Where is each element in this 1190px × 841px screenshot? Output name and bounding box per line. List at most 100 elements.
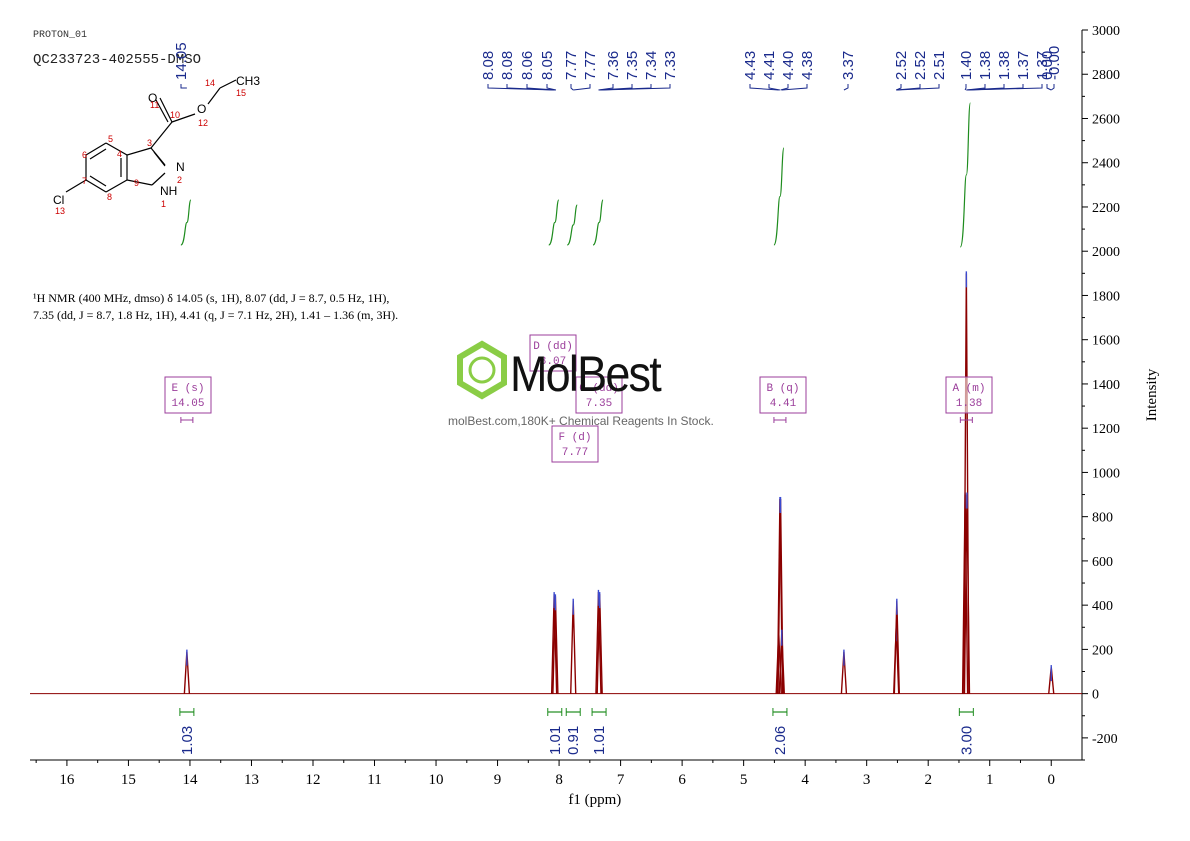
multiplet-label: F (d) [558, 432, 591, 444]
atom-label: NH [160, 184, 177, 198]
x-tick-label: 6 [678, 772, 686, 788]
atom-label: O [197, 102, 206, 116]
multiplet-box: E (s) 14.05 [164, 376, 212, 423]
x-tick-label: 15 [121, 772, 136, 788]
integral-value: 2.06 [772, 726, 789, 755]
peak-label-leader [843, 84, 849, 91]
atom-label: Cl [53, 193, 64, 207]
peak-label-leader [964, 84, 967, 91]
atom-number: 1 [161, 199, 166, 209]
integral-curve [773, 147, 785, 246]
atom-number: 12 [198, 118, 208, 128]
peak-shift-label: 7.77 [582, 51, 599, 80]
x-tick-label: 11 [367, 772, 381, 788]
peak-label-leader [506, 84, 555, 91]
peak-shift-label: 3.37 [840, 51, 857, 80]
atom-label: N [176, 160, 185, 174]
atom-number: 9 [134, 178, 139, 188]
atom-number: 2 [177, 175, 182, 185]
sample-name: QC233723-402555-DMSO [33, 52, 202, 68]
multiplet-shift: 7.35 [586, 398, 612, 410]
atom-number: 8 [107, 192, 112, 202]
x-tick-label: 10 [429, 772, 444, 788]
peak-label-leader [780, 84, 789, 91]
y-tick-label: 600 [1092, 555, 1113, 570]
y-tick-label: 1000 [1092, 466, 1120, 481]
peak-label-leader [749, 84, 779, 91]
peak-shift-label: 4.43 [742, 51, 759, 80]
multiplet-frame [164, 376, 212, 414]
x-tick-label: 13 [244, 772, 259, 788]
y-tick-label: 0 [1092, 688, 1099, 703]
x-tick-label: 1 [986, 772, 994, 788]
integral-curve [180, 199, 192, 246]
peak-label-leader [781, 84, 808, 91]
spectrum-id: PROTON_01 [33, 30, 88, 41]
peak-label-leader [966, 84, 1043, 91]
y-tick-label: 2400 [1092, 157, 1120, 172]
atom-number: 14 [205, 78, 215, 88]
y-tick-label: 200 [1092, 643, 1113, 658]
multiplet-shift: 8.07 [540, 356, 566, 368]
x-tick-label: 2 [924, 772, 932, 788]
atom-label: CH3 [236, 74, 260, 88]
x-tick-label: 14 [182, 772, 198, 788]
peak-shift-label: 1.37 [1034, 51, 1051, 80]
peak-shift-label: 1.38 [996, 51, 1013, 80]
integral-value: 1.03 [179, 726, 196, 755]
peak-label-leader [573, 84, 591, 91]
integral-curve [566, 204, 578, 246]
peak-shift-label: 8.06 [519, 51, 536, 80]
peak-shift-label: 1.38 [977, 51, 994, 80]
x-tick-label: 12 [305, 772, 320, 788]
multiplet-box: A (m) 1.38 [945, 376, 993, 423]
peak-shift-label: 1.40 [958, 51, 975, 80]
multiplet-label: B (q) [766, 383, 799, 395]
nmr-description: ¹H NMR (400 MHz, dmso) δ 14.05 (s, 1H), … [33, 290, 463, 324]
watermark-logo-icon [457, 340, 507, 400]
multiplet-box: D (dd) 8.07 [529, 334, 577, 372]
y-tick-label: 400 [1092, 599, 1113, 614]
integral-curve [959, 102, 971, 248]
integral-curve [548, 199, 560, 246]
multiplet-frame [575, 376, 623, 414]
peak-label-leader [896, 84, 940, 91]
peak-shift-label: 0.00 [1039, 51, 1056, 80]
x-tick-label: 8 [555, 772, 563, 788]
y-tick-label: 800 [1092, 511, 1113, 526]
integral-value: 3.00 [958, 726, 975, 755]
peak-shift-label: 7.35 [624, 51, 641, 80]
multiplet-label: E (s) [171, 383, 204, 395]
y-tick-label: 2000 [1092, 245, 1120, 260]
y-tick-label: 2200 [1092, 201, 1120, 216]
peak-label-leader [896, 84, 902, 91]
peak-label-leader [600, 84, 671, 91]
peak-shift-label: 7.34 [643, 51, 660, 80]
y-tick-label: 1600 [1092, 334, 1120, 349]
peak-shift-label: 4.38 [799, 51, 816, 80]
y-tick-label: 2600 [1092, 112, 1120, 127]
y-tick-label: 1400 [1092, 378, 1120, 393]
molecule-structure [65, 79, 237, 193]
atom-number: 5 [108, 134, 113, 144]
peak-shift-label: 4.40 [780, 51, 797, 80]
peak-label-leader [768, 84, 781, 91]
multiplet-label: C (dd) [579, 383, 619, 395]
peak-label-leader [1046, 84, 1052, 91]
peak-shift-label: 8.08 [480, 51, 497, 80]
peak-shift-label: 2.52 [893, 51, 910, 80]
y-tick-label: 1800 [1092, 289, 1120, 304]
multiplet-shift: 14.05 [171, 398, 204, 410]
watermark-tagline: molBest.com,180K+ Chemical Reagents In S… [448, 414, 714, 428]
integral-curve [592, 199, 604, 246]
peak-shift-label: 7.36 [605, 51, 622, 80]
atom-number: 15 [236, 88, 246, 98]
peak-shift-label: 8.08 [499, 51, 516, 80]
atom-label: O [148, 91, 157, 105]
description-line-2: 7.35 (dd, J = 8.7, 1.8 Hz, 1H), 4.41 (q,… [33, 308, 399, 322]
multiplet-shift: 7.77 [562, 447, 588, 459]
atom-number: 4 [117, 149, 122, 159]
peak-shift-label: 8.05 [539, 51, 556, 80]
watermark-logo: MolBest [510, 346, 662, 402]
